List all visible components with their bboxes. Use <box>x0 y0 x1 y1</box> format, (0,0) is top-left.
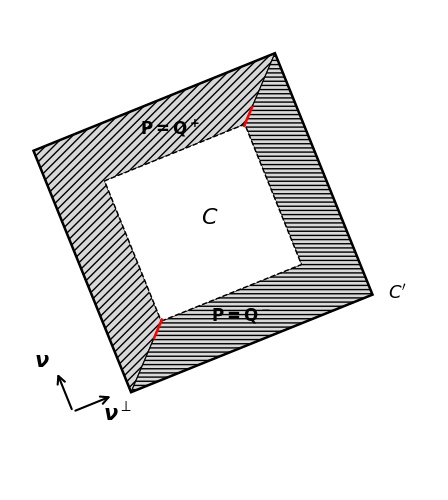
Text: $\boldsymbol{\nu}^\perp$: $\boldsymbol{\nu}^\perp$ <box>103 402 132 424</box>
Polygon shape <box>131 53 372 392</box>
Text: $\mathbf{P=Q^+}$: $\mathbf{P=Q^+}$ <box>139 118 199 139</box>
Polygon shape <box>34 53 275 392</box>
Polygon shape <box>104 124 302 321</box>
Text: $\mathbf{P=Q^-}$: $\mathbf{P=Q^-}$ <box>211 306 270 325</box>
Text: $C'$: $C'$ <box>388 284 407 302</box>
Text: $\boldsymbol{\nu}$: $\boldsymbol{\nu}$ <box>34 351 50 371</box>
Text: $C$: $C$ <box>201 206 219 229</box>
